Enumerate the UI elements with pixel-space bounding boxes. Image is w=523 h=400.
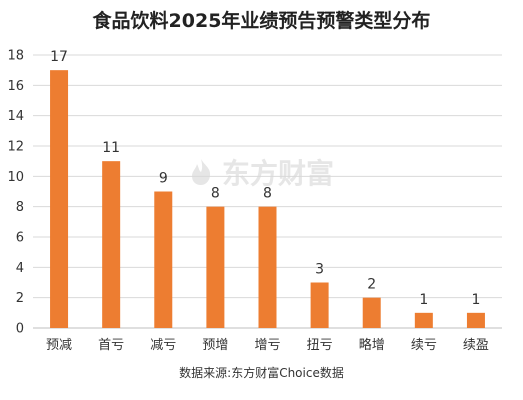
data-label: 3: [315, 262, 324, 278]
bar-9: [466, 312, 485, 328]
data-label: 1: [419, 292, 428, 308]
bar-8: [414, 312, 433, 328]
y-tick-label: 0: [16, 322, 24, 337]
y-tick-label: 12: [7, 140, 24, 155]
data-label: 8: [211, 186, 220, 202]
y-tick-label: 16: [7, 79, 24, 94]
x-tick-label: 略增: [359, 337, 385, 353]
data-label: 1: [471, 292, 480, 308]
y-axis-ticks: 0 2 4 6 8 10 12 14 16 18: [7, 49, 24, 337]
x-tick-label: 预增: [202, 338, 228, 353]
x-tick-label: 预减: [46, 338, 72, 353]
y-tick-label: 10: [7, 170, 24, 185]
x-tick-label: 扭亏: [307, 338, 333, 353]
bar-3: [154, 191, 173, 328]
y-tick-label: 6: [16, 231, 24, 246]
data-label: 17: [50, 49, 68, 65]
data-label: 9: [159, 171, 168, 187]
data-label: 8: [263, 186, 272, 202]
data-label: 11: [102, 140, 120, 156]
x-tick-label: 续亏: [411, 338, 437, 353]
bar-5: [258, 206, 277, 328]
x-tick-label: 减亏: [150, 338, 176, 353]
watermark: 东方财富: [186, 152, 334, 192]
x-axis-ticks: 预减 首亏 减亏 预增 增亏 扭亏 略增 续亏 续盈: [46, 337, 489, 353]
watermark-text: 东方财富: [222, 157, 335, 190]
source-note: 数据来源:东方财富Choice数据: [179, 366, 344, 380]
bar-7: [362, 297, 381, 328]
x-tick-label: 首亏: [98, 338, 124, 353]
y-tick-label: 14: [7, 109, 24, 124]
y-tick-label: 2: [16, 291, 24, 306]
y-tick-label: 8: [16, 200, 24, 215]
bar-4: [206, 206, 225, 328]
data-label: 2: [367, 277, 376, 293]
x-tick-label: 续盈: [463, 338, 489, 353]
bar-2: [102, 161, 121, 328]
bar-6: [310, 282, 329, 328]
y-tick-label: 4: [16, 261, 24, 276]
flame-logo-icon: [192, 159, 211, 185]
y-tick-label: 18: [7, 49, 24, 64]
bars: [50, 70, 485, 329]
x-tick-label: 增亏: [254, 338, 280, 353]
chart-title: 食品饮料2025年业绩预告预警类型分布: [92, 10, 431, 32]
bar-1: [50, 70, 69, 329]
